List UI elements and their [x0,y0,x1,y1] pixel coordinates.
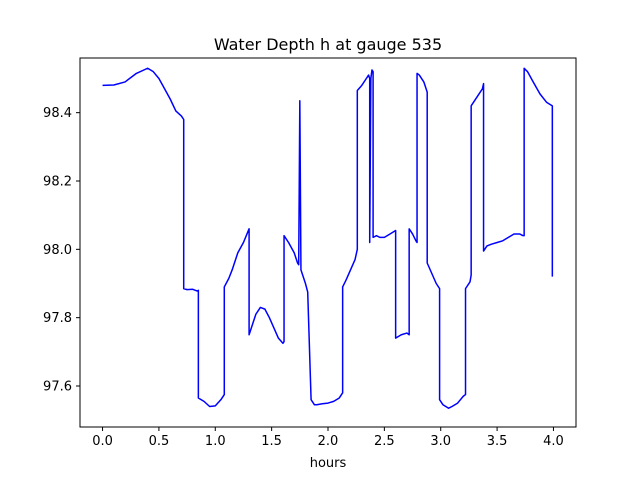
x-tick-label: 1.5 [261,434,282,449]
x-tick-label: 2.0 [318,434,339,449]
plot-frame [79,57,577,428]
y-tick-label: 98.0 [43,243,72,258]
y-tick-label: 97.8 [43,311,72,326]
x-tick-label: 0.5 [149,434,170,449]
x-axis-label: hours [310,456,347,471]
x-tick-label: 1.0 [205,434,226,449]
x-tick-label: 0.0 [92,434,113,449]
series-line-0 [102,67,554,409]
y-tick-label: 98.2 [43,175,72,190]
x-tick-label: 3.0 [430,434,451,449]
x-axis-ticks: 0.0 0.5 1.0 1.5 2.0 2.5 3.0 3.5 4.0 [92,427,564,449]
x-tick-label: 4.0 [543,434,564,449]
y-axis-ticks: 97.6 97.8 98.0 98.2 98.4 [43,106,80,395]
plot-area [102,67,554,409]
y-tick-label: 97.6 [43,380,72,395]
x-tick-label: 3.5 [487,434,508,449]
x-tick-label: 2.5 [374,434,395,449]
chart-title: Water Depth h at gauge 535 [214,35,442,54]
y-tick-label: 98.4 [43,106,72,121]
